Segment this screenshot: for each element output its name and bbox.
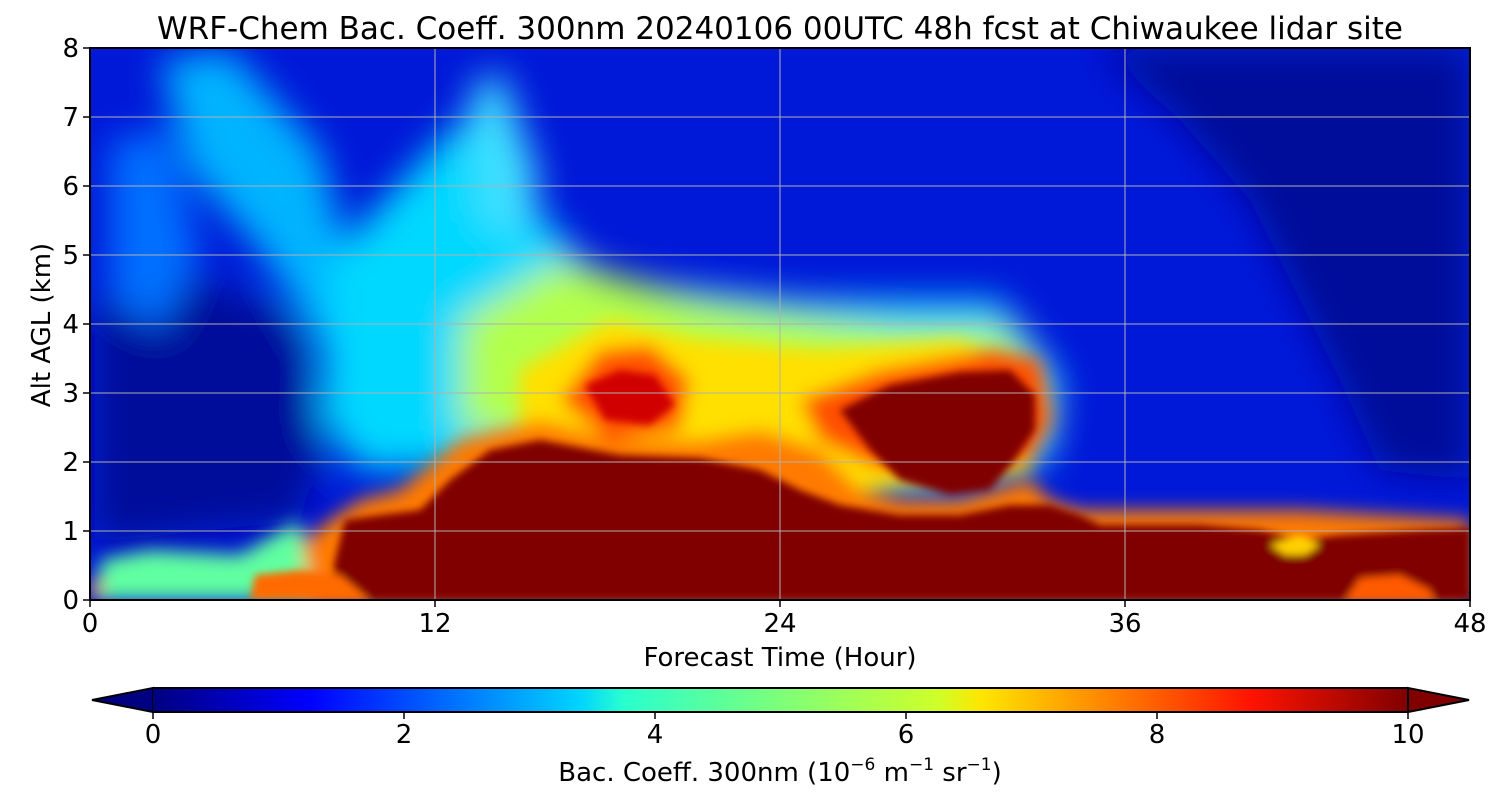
cyan-streak-left: [160, 50, 360, 360]
colorbar-outline: [153, 687, 1408, 713]
y-tick-label-0: 0: [62, 586, 79, 616]
cyan-left-column: [110, 130, 200, 330]
y-tick-label-4: 4: [62, 310, 79, 340]
x-tick-label-36: 36: [1108, 609, 1141, 639]
colorbar-tick-label-2: 2: [396, 720, 413, 750]
colorbar-extend-max: [1407, 686, 1470, 714]
colorbar-tick-label-8: 8: [1149, 720, 1166, 750]
x-axis-ticks: 0 12 24 36 48: [82, 600, 1487, 639]
colorbar-label-exp1: −6: [850, 755, 875, 775]
y-tick-label-1: 1: [62, 517, 79, 547]
orange-surface-blob-left: [250, 570, 370, 600]
y-axis-label: Alt AGL (km): [27, 243, 57, 407]
y-tick-label-2: 2: [62, 448, 79, 478]
colorbar-label-mid: m: [875, 758, 909, 788]
colorbar-tick-label-4: 4: [647, 720, 664, 750]
colorbar-label-exp2: −1: [909, 755, 934, 775]
dark-lower-left: [95, 280, 320, 540]
colorbar-label-mid2: sr: [934, 758, 967, 788]
x-axis-label: Forecast Time (Hour): [643, 643, 916, 673]
chart-title: WRF-Chem Bac. Coeff. 300nm 20240106 00UT…: [157, 11, 1403, 47]
x-tick-label-12: 12: [418, 609, 451, 639]
colorbar-label-exp3: −1: [967, 755, 992, 775]
yellow-low-blob: [1270, 535, 1320, 555]
dark-upper-right: [1100, 48, 1470, 480]
y-tick-label-7: 7: [62, 103, 79, 133]
y-axis-ticks: 0 1 2 3 4 5 6 7 8: [62, 34, 90, 616]
colorbar: 0 2 4 6 8 10 Bac. Coeff. 300nm (10−6 m−1 sr−1…: [91, 686, 1470, 788]
y-tick-label-3: 3: [62, 379, 79, 409]
x-tick-label-48: 48: [1453, 609, 1486, 639]
orange-surface-blob: [1345, 575, 1435, 600]
colorbar-label: Bac. Coeff. 300nm (10−6 m−1 sr−1): [558, 755, 1001, 788]
colorbar-extend-min: [91, 686, 154, 714]
colorbar-tick-label-10: 10: [1391, 720, 1424, 750]
x-tick-label-24: 24: [763, 609, 796, 639]
x-tick-label-0: 0: [82, 609, 99, 639]
y-tick-label-8: 8: [62, 34, 79, 64]
red-elevated-plume-early: [585, 370, 675, 425]
dark-red-boundary-layer: [330, 440, 1470, 600]
field-core-layers: [250, 370, 1470, 600]
dark-red-elevated-plume: [840, 370, 1035, 495]
colorbar-label-prefix: Bac. Coeff. 300nm (10: [558, 758, 850, 788]
colorbar-gradient: [153, 688, 1408, 712]
colorbar-label-suffix: ): [992, 758, 1002, 788]
colorbar-ticks: 0 2 4 6 8 10: [145, 712, 1425, 750]
colorbar-tick-label-0: 0: [145, 720, 162, 750]
cyan-upper-finger: [470, 70, 540, 240]
y-tick-label-5: 5: [62, 241, 79, 271]
y-tick-label-6: 6: [62, 172, 79, 202]
colorbar-tick-label-6: 6: [898, 720, 915, 750]
